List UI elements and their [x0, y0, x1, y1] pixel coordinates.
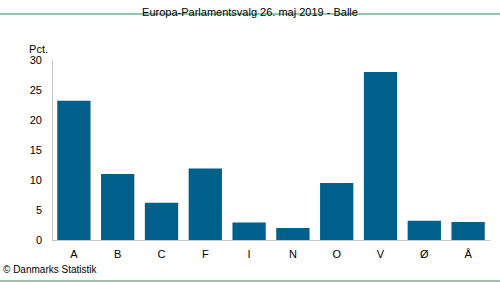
svg-text:Pct.: Pct. — [29, 43, 48, 55]
svg-text:O: O — [332, 248, 341, 260]
svg-text:I: I — [248, 248, 251, 260]
svg-text:C: C — [158, 248, 166, 260]
svg-text:B: B — [114, 248, 121, 260]
svg-text:Ø: Ø — [420, 248, 429, 260]
svg-text:Europa-Parlamentsvalg 26. maj: Europa-Parlamentsvalg 26. maj 2019 - Bal… — [142, 6, 358, 18]
svg-text:0: 0 — [36, 234, 42, 246]
svg-text:V: V — [377, 248, 385, 260]
svg-text:© Danmarks Statistik: © Danmarks Statistik — [3, 264, 98, 275]
svg-text:N: N — [289, 248, 297, 260]
svg-text:25: 25 — [30, 84, 42, 96]
svg-text:15: 15 — [30, 144, 42, 156]
svg-text:20: 20 — [30, 114, 42, 126]
svg-text:30: 30 — [30, 54, 42, 66]
svg-text:5: 5 — [36, 204, 42, 216]
svg-text:10: 10 — [30, 174, 42, 186]
svg-text:F: F — [202, 248, 209, 260]
svg-text:Å: Å — [464, 248, 472, 260]
svg-text:A: A — [70, 248, 78, 260]
